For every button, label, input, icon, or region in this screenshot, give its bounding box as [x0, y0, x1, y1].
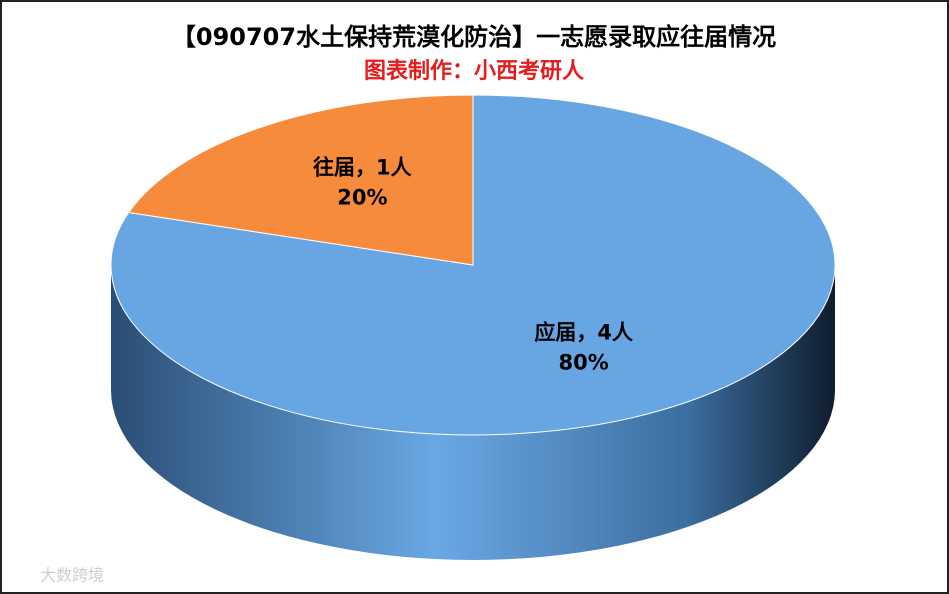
pie: 应届，4人 80% 往届，1人 20% — [110, 94, 836, 560]
slice-side — [111, 265, 835, 560]
data-label: 应届，4人 — [534, 321, 633, 345]
chart-title: 【090707水土保持荒漠化防治】一志愿录取应往届情况 — [172, 23, 776, 51]
slice — [127, 94, 474, 266]
percent-label: 80% — [559, 351, 609, 375]
data-label: 往届，1人 — [313, 155, 412, 179]
chart-subtitle: 图表制作：小西考研人 — [364, 59, 584, 84]
percent-label: 20% — [337, 185, 387, 209]
watermark: 大数跨境 — [40, 566, 104, 585]
